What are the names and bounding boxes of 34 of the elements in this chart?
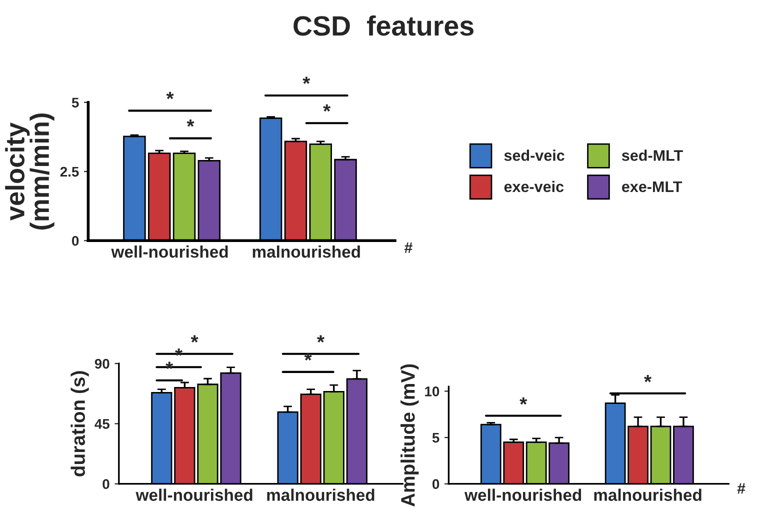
legend-label: sed-MLT [622,150,683,161]
legend-label: exe-veic [504,180,564,192]
x-tick-label: malnourished [267,488,374,501]
text: * [166,92,174,100]
chart-title: CSD features [294,15,474,36]
x-tick-label: well-nourished [464,488,582,501]
y-tick-label: 0 [102,479,110,490]
text: * [316,335,324,343]
y-tick-label: 0 [72,236,79,246]
text: * [190,335,198,343]
annotation: * [186,120,194,127]
legend-label: sed-veic [504,150,564,161]
text: * [644,374,652,382]
x-tick-label: malnourished [594,488,702,501]
annotation: * [520,397,528,405]
y-tick-label: 2.5 [60,166,79,177]
y-tick-label: 5 [432,432,440,443]
x-tick-label: malnourished [252,246,360,258]
y-axis-title: velocity (mm/min) [5,113,54,230]
y-tick-label: 10 [425,386,440,396]
y-tick-label: 45 [94,419,110,429]
y-tick-label: 5 [72,98,79,108]
text: # [737,483,746,494]
x-tick-label: well-nourished [136,488,252,501]
x-tick-label: well-nourished [111,246,228,258]
text: # [404,242,412,253]
y-axis-title: duration (s) [70,371,89,476]
y-tick-label: 0 [432,479,440,490]
annotation: * [323,104,331,112]
text: * [302,76,310,84]
legend-label: exe-MLT [622,181,682,192]
text: * [304,353,312,361]
y-axis-title: Amplitude (mV) [400,364,419,507]
y-tick-label: 90 [94,358,110,369]
